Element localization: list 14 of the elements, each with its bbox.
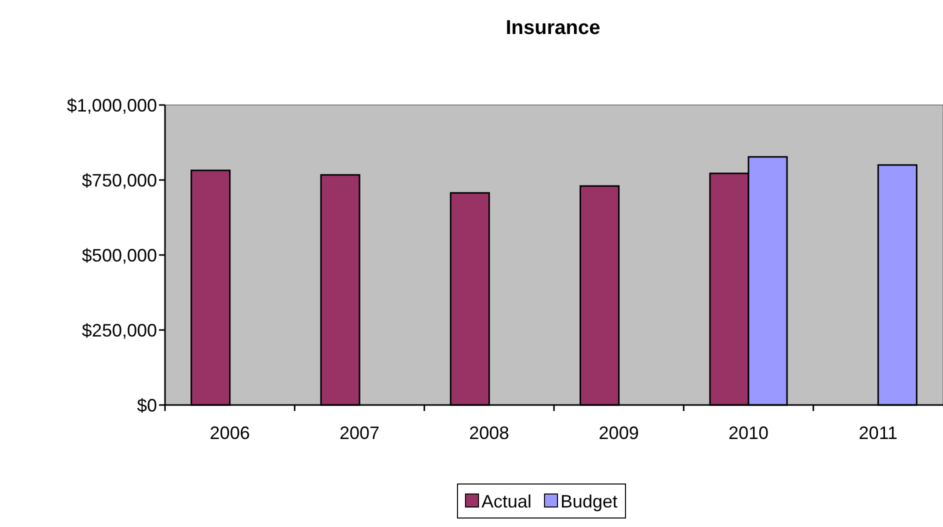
x-tick-label: 2010	[728, 423, 769, 443]
y-tick-label: $750,000	[82, 170, 157, 190]
x-tick-label: 2006	[210, 423, 250, 443]
chart-title: Insurance	[506, 17, 600, 39]
x-tick-label: 2011	[858, 423, 898, 443]
y-tick-label: $500,000	[82, 245, 157, 266]
x-tick-label: 2008	[469, 423, 510, 443]
y-tick-label: $0	[136, 395, 157, 416]
legend-label: Actual	[482, 491, 532, 512]
x-tick-label: 2007	[339, 423, 380, 443]
x-tick-label: 2009	[598, 423, 639, 443]
legend-label: Budget	[560, 491, 618, 512]
y-tick-label: $1,000,000	[66, 95, 157, 116]
y-tick-label: $250,000	[82, 320, 157, 340]
